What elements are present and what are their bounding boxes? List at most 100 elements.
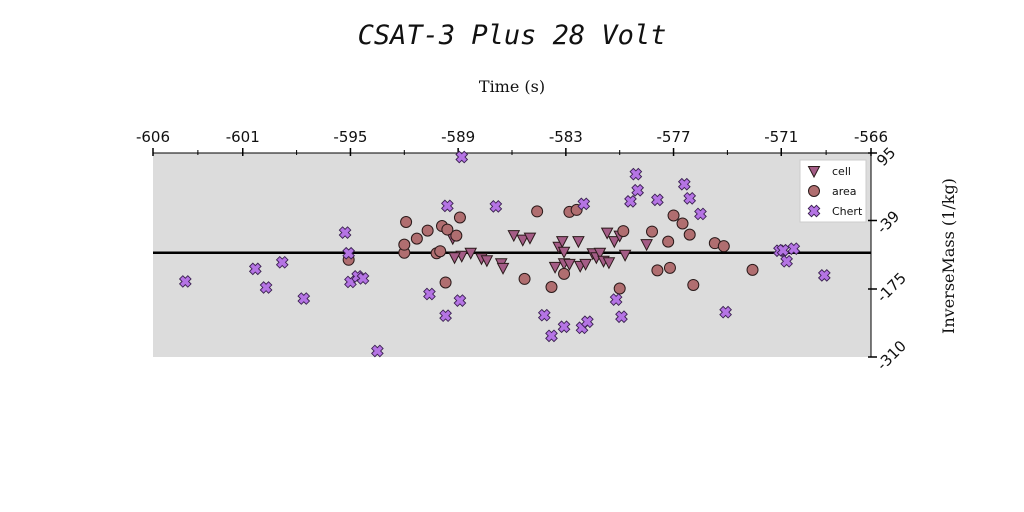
point-chert (537, 308, 551, 322)
point-area (646, 225, 659, 238)
y-tick-label: 95 (873, 144, 899, 170)
point-chert (581, 315, 594, 329)
x-axis: -606 -601 -595 -589 -583 -577 -571 -566 (136, 128, 888, 156)
point-chert (776, 243, 790, 257)
point-cell (593, 247, 607, 260)
point-chert (356, 272, 370, 285)
point-chert (342, 246, 356, 260)
legend-label-area: area (832, 185, 857, 198)
legend-label-cell: cell (832, 165, 851, 178)
point-chert (817, 269, 831, 282)
point-area (663, 261, 676, 274)
y-tick-label: -175 (873, 269, 910, 306)
y-tick-label: -39 (873, 207, 903, 237)
point-chert (297, 292, 311, 305)
x-tick-label: -601 (226, 128, 260, 146)
point-cell (557, 246, 571, 259)
point-area (400, 216, 413, 229)
x-tick-label: -595 (333, 128, 367, 146)
point-chert (248, 262, 262, 276)
point-cell (618, 249, 632, 262)
point-chert (275, 255, 289, 269)
x-axis-label: Time (s) (479, 77, 545, 96)
point-area (434, 245, 447, 258)
point-chert (631, 183, 645, 197)
point-cell (563, 258, 576, 271)
point-chert (629, 167, 643, 181)
point-area (717, 240, 730, 253)
point-area (441, 223, 454, 236)
point-area (450, 229, 463, 242)
point-area (545, 280, 558, 293)
point-chert (178, 275, 192, 288)
point-chert (683, 191, 697, 205)
point-area (617, 225, 630, 238)
point-cell (555, 236, 569, 249)
y-tick-label: -310 (873, 337, 910, 374)
point-area (410, 232, 423, 245)
point-area (613, 282, 626, 295)
y-axis: 95 -39 -175 -310 (868, 144, 910, 374)
point-cell (507, 230, 521, 243)
point-cell (600, 227, 614, 240)
point-chert (624, 194, 637, 208)
point-chert (577, 197, 591, 211)
legend-marker-chert (807, 204, 821, 218)
point-area (421, 224, 434, 237)
point-chert (441, 199, 454, 213)
x-tick-label: -571 (764, 128, 798, 146)
point-area (683, 228, 696, 241)
point-chert (545, 329, 558, 343)
point-area (518, 272, 531, 285)
point-area (558, 267, 571, 280)
point-cell (572, 236, 585, 249)
x-tick-label: -589 (441, 128, 475, 146)
x-tick-label: -566 (854, 128, 888, 146)
point-area (667, 209, 680, 222)
legend-label-chert: Chert (832, 205, 863, 218)
point-area (453, 211, 466, 224)
legend: cell area Chert (799, 159, 867, 223)
point-chert (455, 150, 469, 164)
point-cell (579, 258, 592, 271)
point-area (531, 205, 544, 218)
point-area (687, 278, 700, 291)
x-tick-label: -606 (136, 128, 170, 146)
point-chert (719, 305, 732, 319)
point-chert (651, 193, 664, 207)
point-chert (371, 344, 384, 358)
point-chert (439, 309, 452, 323)
point-cell (640, 239, 653, 252)
point-cell (496, 262, 510, 275)
point-cell (523, 232, 537, 245)
point-cell (516, 234, 530, 247)
point-area (746, 263, 759, 276)
point-area (662, 235, 675, 248)
point-chert (787, 242, 801, 256)
point-area (651, 264, 664, 277)
point-cell (480, 255, 494, 268)
point-chert (259, 281, 273, 294)
legend-marker-area (808, 185, 820, 197)
point-chert (557, 320, 571, 334)
point-cell (448, 252, 461, 265)
x-tick-label: -583 (549, 128, 583, 146)
point-cell (602, 257, 616, 270)
point-chert (489, 200, 503, 213)
point-chert (338, 226, 352, 239)
point-chert (423, 287, 436, 301)
point-cell (607, 236, 621, 249)
point-chert (609, 293, 623, 306)
data-points (178, 150, 831, 358)
y-axis-label: InverseMass (1/kg) (939, 178, 958, 334)
plot-area (153, 153, 871, 357)
point-chert (780, 254, 793, 268)
point-chert (694, 207, 707, 221)
point-area (398, 238, 411, 251)
legend-marker-cell (807, 166, 821, 179)
point-chert (453, 294, 467, 307)
point-chert (615, 310, 628, 324)
point-chert (677, 177, 691, 191)
point-cell (548, 261, 562, 274)
